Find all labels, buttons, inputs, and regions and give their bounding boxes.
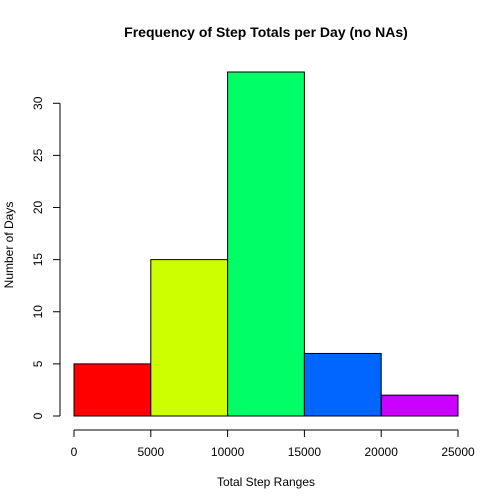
x-axis-label: Total Step Ranges — [217, 475, 315, 489]
y-tick-label-4: 20 — [31, 201, 45, 215]
x-tick-label-0: 0 — [71, 445, 78, 459]
bar-4 — [380, 394, 459, 417]
x-tick-label-4: 20000 — [365, 445, 399, 459]
y-tick-label-6: 30 — [31, 96, 45, 110]
y-tick-label-1: 5 — [31, 360, 45, 367]
chart-title: Frequency of Step Totals per Day (no NAs… — [124, 24, 408, 40]
bar-2 — [227, 71, 305, 417]
x-tick-label-5: 25000 — [441, 445, 475, 459]
bar-3 — [303, 352, 382, 417]
y-axis-label: Number of Days — [2, 202, 16, 289]
y-tick-label-0: 0 — [31, 412, 45, 419]
y-tick-label-5: 25 — [31, 148, 45, 162]
y-axis: 0 5 10 15 20 25 30 — [31, 96, 61, 419]
x-axis: 0 5000 10000 15000 20000 25000 — [71, 429, 475, 459]
y-tick-label-2: 10 — [31, 305, 45, 319]
x-tick-label-3: 15000 — [288, 445, 322, 459]
x-tick-label-2: 10000 — [211, 445, 245, 459]
bars-group — [73, 71, 459, 417]
y-tick-label-3: 15 — [31, 253, 45, 267]
bar-0 — [73, 363, 152, 417]
bar-1 — [150, 259, 229, 417]
x-tick-label-1: 5000 — [137, 445, 164, 459]
